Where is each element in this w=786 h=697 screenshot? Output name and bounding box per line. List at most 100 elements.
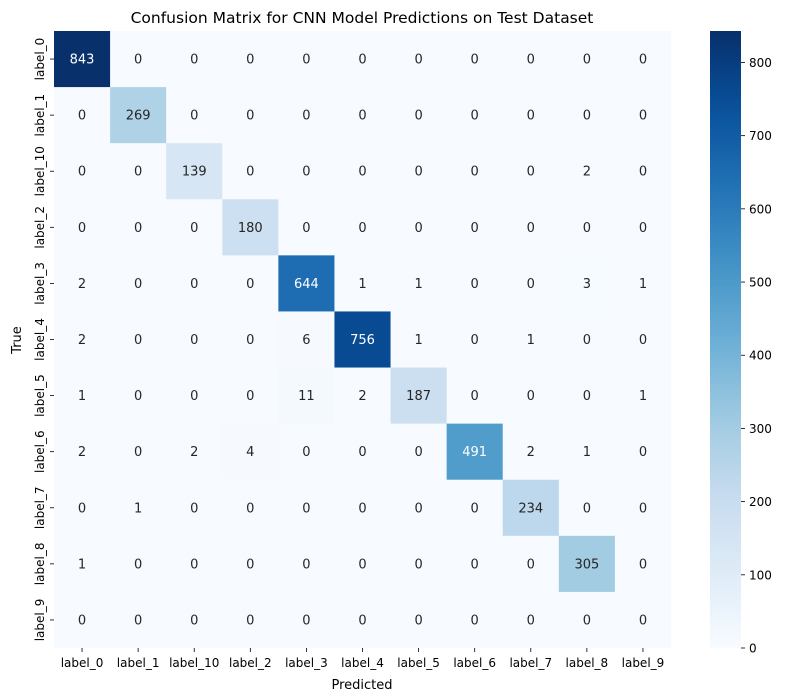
cell-value-label: 0 xyxy=(246,333,254,348)
x-tick-label: label_6 xyxy=(453,656,496,670)
cell-value-label: 0 xyxy=(414,221,422,236)
y-tick-label: label_3 xyxy=(33,262,47,305)
cell-value-label: 756 xyxy=(350,333,375,348)
cell-value-label: 0 xyxy=(471,277,479,292)
cell-value-label: 139 xyxy=(182,165,207,180)
heatmap-cell xyxy=(558,311,616,369)
x-tick-labels: label_0 label_1 label_10 label_2 label_3 labe… xyxy=(61,648,664,670)
y-tick-label: label_8 xyxy=(33,543,47,586)
cell-value-label: 0 xyxy=(471,165,479,180)
heatmap-cell xyxy=(278,479,335,537)
heatmap-cell xyxy=(502,423,560,481)
heatmap-cell xyxy=(110,311,167,369)
cell-value-label: 0 xyxy=(358,221,366,236)
cell-value-label: 0 xyxy=(358,613,366,628)
heatmap-cell xyxy=(334,591,392,649)
cell-value-label: 0 xyxy=(78,221,86,236)
heatmap-cell xyxy=(390,143,448,200)
cell-value-label: 4 xyxy=(246,445,254,460)
cell-value-label: 0 xyxy=(471,221,479,236)
x-tick-label: label_2 xyxy=(229,656,272,670)
heatmap-cell xyxy=(54,311,111,369)
heatmap-cell xyxy=(390,87,448,144)
cell-value-label: 11 xyxy=(298,389,315,404)
colorbar-tick-label: 400 xyxy=(749,349,772,363)
cell-value-label: 0 xyxy=(639,557,647,572)
y-tick-label: label_7 xyxy=(33,486,47,529)
heatmap-cell xyxy=(558,479,616,537)
cell-value-label: 0 xyxy=(583,333,591,348)
cell-value-label: 0 xyxy=(639,221,647,236)
heatmap-cell xyxy=(54,31,111,88)
heatmap-cell xyxy=(390,31,448,88)
x-tick-label: label_3 xyxy=(285,656,328,670)
heatmap-cell xyxy=(166,311,223,369)
heatmap-cell xyxy=(166,367,223,425)
cell-value-label: 305 xyxy=(574,557,599,572)
cell-value-label: 0 xyxy=(302,165,310,180)
heatmap-cell xyxy=(166,31,223,88)
chart-title: Confusion Matrix for CNN Model Predictio… xyxy=(131,9,594,27)
y-tick-label: label_9 xyxy=(33,599,47,642)
x-tick-label: label_1 xyxy=(117,656,160,670)
cell-value-label: 0 xyxy=(358,445,366,460)
heatmap-cell xyxy=(558,423,616,481)
heatmap-cell xyxy=(502,367,560,425)
heatmap-cell xyxy=(278,87,335,144)
heatmap-cell xyxy=(390,591,448,649)
y-tick-label: label_2 xyxy=(33,206,47,249)
heatmap-cell xyxy=(614,87,672,144)
colorbar-tick-label: 200 xyxy=(749,495,772,509)
cell-value-label: 1 xyxy=(414,333,422,348)
cell-value-label: 2 xyxy=(78,445,86,460)
cell-value-label: 2 xyxy=(527,445,535,460)
heatmap-cell xyxy=(334,143,392,200)
heatmap-cell xyxy=(110,367,167,425)
cell-value-label: 0 xyxy=(358,109,366,124)
cell-value-label: 0 xyxy=(134,165,142,180)
heatmap-cell xyxy=(502,479,560,537)
heatmap-cell xyxy=(110,199,167,256)
heatmap-cell xyxy=(334,367,392,425)
heatmap-cell xyxy=(502,591,560,649)
heatmap-cell xyxy=(334,87,392,144)
cell-value-label: 0 xyxy=(639,613,647,628)
heatmap-cell xyxy=(166,591,223,649)
heatmap-cell xyxy=(278,311,335,369)
colorbar-tick-label: 0 xyxy=(749,642,757,656)
heatmap-cell xyxy=(54,423,111,481)
heatmap-cell xyxy=(558,255,616,312)
cell-value-label: 0 xyxy=(583,613,591,628)
cell-value-label: 0 xyxy=(134,333,142,348)
cell-value-label: 0 xyxy=(414,53,422,68)
heatmap-cell xyxy=(614,255,672,312)
cell-value-label: 0 xyxy=(471,53,479,68)
y-tick-label: label_6 xyxy=(33,430,47,473)
cell-value-label: 1 xyxy=(78,557,86,572)
cell-value-label: 0 xyxy=(246,165,254,180)
cell-value-label: 0 xyxy=(583,109,591,124)
heatmap-cell xyxy=(278,591,335,649)
cell-value-label: 0 xyxy=(78,109,86,124)
cell-value-label: 0 xyxy=(134,221,142,236)
cell-value-label: 2 xyxy=(583,165,591,180)
cell-value-label: 1 xyxy=(358,277,366,292)
heatmap-cell xyxy=(110,31,167,88)
heatmap-cell xyxy=(54,143,111,200)
cell-value-label: 0 xyxy=(246,109,254,124)
cell-value-label: 1 xyxy=(78,389,86,404)
cell-value-label: 0 xyxy=(246,53,254,68)
heatmap-cell xyxy=(110,87,167,144)
heatmap-cell xyxy=(446,479,504,537)
cell-value-label: 0 xyxy=(190,501,198,516)
heatmap-cell xyxy=(390,255,448,312)
cell-value-label: 0 xyxy=(302,445,310,460)
cell-value-label: 0 xyxy=(414,165,422,180)
cell-value-label: 0 xyxy=(190,557,198,572)
cell-value-label: 0 xyxy=(639,109,647,124)
cell-value-label: 0 xyxy=(583,53,591,68)
heatmap-cell xyxy=(446,199,504,256)
cell-value-label: 0 xyxy=(134,389,142,404)
heatmap-cell xyxy=(222,311,279,369)
heatmap-cell xyxy=(558,199,616,256)
